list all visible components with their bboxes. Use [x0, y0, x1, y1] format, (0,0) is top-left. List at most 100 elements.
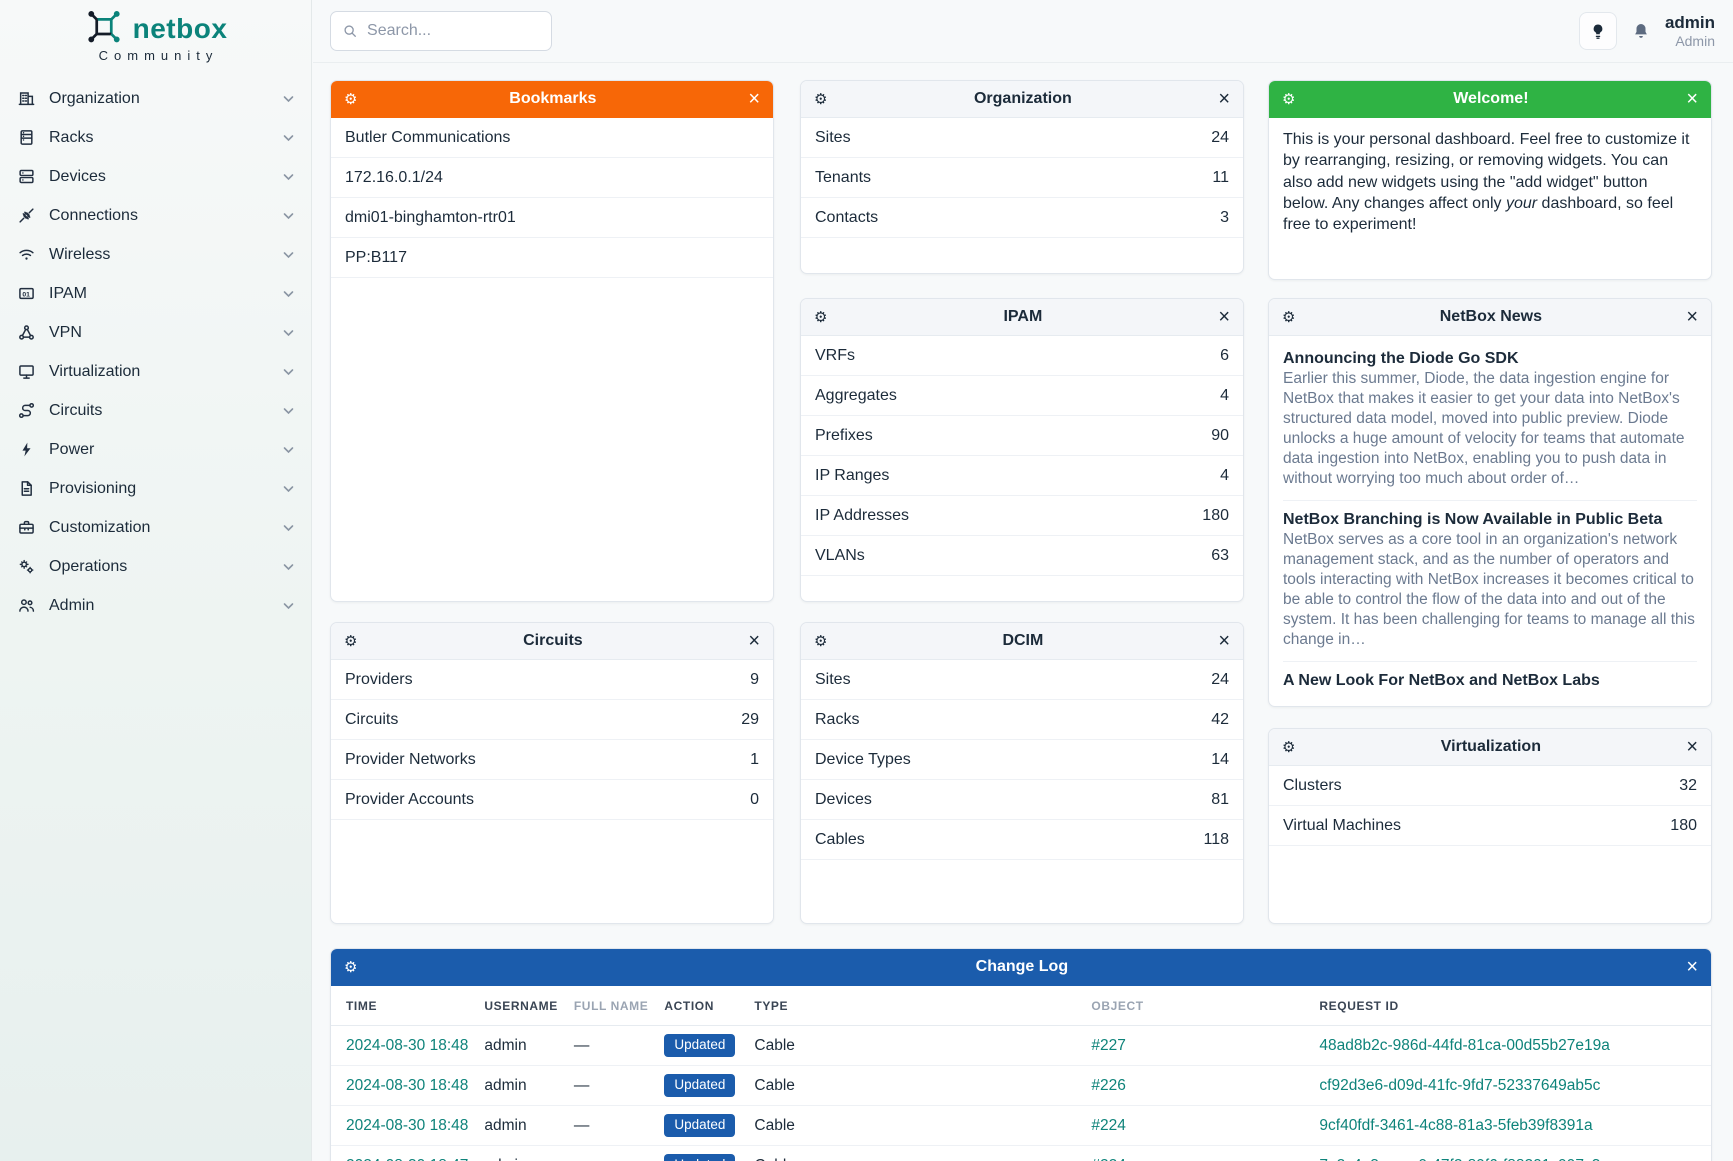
news-item-title[interactable]: A New Look For NetBox and NetBox Labs [1283, 671, 1600, 689]
chevron-down-icon [283, 95, 294, 103]
close-icon[interactable]: × [1686, 88, 1698, 110]
welcome-text: This is your personal dashboard. Feel fr… [1269, 118, 1711, 246]
stat-row[interactable]: IP Addresses 180 [801, 496, 1243, 536]
stat-row[interactable]: Providers 9 [331, 660, 773, 700]
close-icon[interactable]: × [1218, 630, 1230, 652]
sidebar-item-organization[interactable]: Organization [0, 79, 311, 118]
sidebar-item-virtualization[interactable]: Virtualization [0, 352, 311, 391]
close-icon[interactable]: × [748, 88, 760, 110]
close-icon[interactable]: × [1218, 306, 1230, 328]
stat-row[interactable]: Aggregates 4 [801, 376, 1243, 416]
widget-title: Welcome! [1453, 90, 1529, 107]
widget-ipam: ⚙ IPAM × VRFs 6 Aggregates 4 Prefixes 90 IP… [800, 298, 1244, 602]
action-badge: Updated [664, 1074, 736, 1097]
news-item-title[interactable]: Announcing the Diode Go SDK [1283, 350, 1519, 367]
changelog-full-name: — [565, 1025, 657, 1066]
column-header-request-id[interactable]: REQUEST ID [1311, 986, 1711, 1026]
changelog-object-link[interactable]: #224 [1091, 1116, 1126, 1134]
changelog-row: 2024-08-30 18:48 admin — Updated Cable #… [331, 1105, 1711, 1146]
changelog-object-link[interactable]: #226 [1091, 1076, 1126, 1094]
stat-value: 63 [1211, 546, 1229, 564]
close-icon[interactable]: × [1686, 956, 1698, 978]
stat-row[interactable]: Tenants 11 [801, 158, 1243, 198]
brand-name: netbox [132, 12, 228, 44]
bookmark-item[interactable]: PP:B117 [331, 238, 773, 278]
netbox-logo[interactable]: netbox [0, 0, 311, 47]
changelog-request-id-link[interactable]: 9cf40fdf-3461-4c88-81a3-5feb39f8391a [1319, 1116, 1593, 1134]
changelog-request-id-link[interactable]: cf92d3e6-d09d-41fc-9fd7-52337649ab5c [1319, 1076, 1601, 1094]
changelog-time-link[interactable]: 2024-08-30 18:48 [346, 1116, 469, 1134]
close-icon[interactable]: × [1218, 88, 1230, 110]
sidebar-item-label: VPN [49, 323, 82, 341]
gear-icon[interactable]: ⚙ [344, 958, 358, 976]
changelog-request-id-link[interactable]: 48ad8b2c-986d-44fd-81ca-00d55b27e19a [1319, 1036, 1610, 1054]
gear-icon[interactable]: ⚙ [1282, 308, 1296, 326]
route-icon [18, 402, 35, 419]
stat-label: Virtual Machines [1283, 816, 1401, 834]
gear-icon[interactable]: ⚙ [814, 90, 828, 108]
changelog-object-link[interactable]: #224 [1091, 1157, 1125, 1161]
close-icon[interactable]: × [748, 630, 760, 652]
stat-row[interactable]: Devices 81 [801, 780, 1243, 820]
sidebar-item-connections[interactable]: Connections [0, 196, 311, 235]
welcome-text-italic: your [1505, 194, 1538, 212]
stat-row[interactable]: Provider Accounts 0 [331, 780, 773, 820]
notifications-button[interactable] [1632, 22, 1650, 40]
sidebar-item-devices[interactable]: Devices [0, 157, 311, 196]
changelog-time-link[interactable]: 2024-08-30 18:47 [346, 1157, 468, 1161]
bookmark-item[interactable]: 172.16.0.1/24 [331, 158, 773, 198]
stat-row[interactable]: Cables 118 [801, 820, 1243, 860]
stat-row[interactable]: Sites 24 [801, 660, 1243, 700]
changelog-object-link[interactable]: #227 [1091, 1036, 1126, 1054]
sidebar-item-operations[interactable]: Operations [0, 547, 311, 586]
stat-row[interactable]: Racks 42 [801, 700, 1243, 740]
gear-icon[interactable]: ⚙ [814, 632, 828, 650]
stat-row[interactable]: Contacts 3 [801, 198, 1243, 238]
theme-toggle-button[interactable] [1578, 12, 1617, 50]
gear-icon[interactable]: ⚙ [344, 90, 358, 108]
sidebar-item-provisioning[interactable]: Provisioning [0, 469, 311, 508]
column-header-full-name[interactable]: FULL NAME [565, 986, 657, 1026]
stat-label: Prefixes [815, 426, 873, 444]
stat-row[interactable]: Circuits 29 [331, 700, 773, 740]
stat-row[interactable]: VLANs 63 [801, 536, 1243, 576]
sidebar-item-vpn[interactable]: VPN [0, 313, 311, 352]
column-header-type[interactable]: TYPE [746, 986, 1084, 1026]
sidebar-item-power[interactable]: Power [0, 430, 311, 469]
column-header-object[interactable]: OBJECT [1083, 986, 1312, 1026]
stat-row[interactable]: Virtual Machines 180 [1269, 806, 1711, 846]
sidebar-item-ipam[interactable]: 01 IPAM [0, 274, 311, 313]
gear-icon[interactable]: ⚙ [1282, 738, 1296, 756]
search-input[interactable] [367, 22, 539, 40]
sidebar-item-customization[interactable]: Customization [0, 508, 311, 547]
sidebar-item-admin[interactable]: Admin [0, 586, 311, 625]
netbox-logo-icon [87, 11, 120, 43]
sidebar-item-wireless[interactable]: Wireless [0, 235, 311, 274]
stat-row[interactable]: Provider Networks 1 [331, 740, 773, 780]
bookmark-item[interactable]: Butler Communications [331, 118, 773, 158]
stat-row[interactable]: Device Types 14 [801, 740, 1243, 780]
gear-icon[interactable]: ⚙ [344, 632, 358, 650]
gear-icon[interactable]: ⚙ [814, 308, 828, 326]
sidebar-item-racks[interactable]: Racks [0, 118, 311, 157]
column-header-time[interactable]: TIME [331, 986, 477, 1026]
close-icon[interactable]: × [1686, 736, 1698, 758]
bookmark-item[interactable]: dmi01-binghamton-rtr01 [331, 198, 773, 238]
close-icon[interactable]: × [1686, 306, 1698, 328]
stat-row[interactable]: IP Ranges 4 [801, 456, 1243, 496]
changelog-time-link[interactable]: 2024-08-30 18:48 [346, 1036, 469, 1054]
widget-title: Virtualization [1440, 738, 1541, 755]
stat-row[interactable]: Prefixes 90 [801, 416, 1243, 456]
stat-row[interactable]: Clusters 32 [1269, 766, 1711, 806]
stat-row[interactable]: Sites 24 [801, 118, 1243, 158]
user-menu[interactable]: admin Admin [1665, 13, 1715, 49]
gear-icon[interactable]: ⚙ [1282, 90, 1296, 108]
stat-row[interactable]: VRFs 6 [801, 336, 1243, 376]
column-header-username[interactable]: USERNAME [476, 986, 566, 1026]
column-header-action[interactable]: ACTION [656, 986, 747, 1026]
sidebar-item-circuits[interactable]: Circuits [0, 391, 311, 430]
changelog-request-id-link[interactable]: 7a2c4e3a-aaa9-47f2-89f6-f88201c997c3 [1319, 1157, 1600, 1161]
changelog-time-link[interactable]: 2024-08-30 18:48 [346, 1076, 469, 1094]
news-item-title[interactable]: NetBox Branching is Now Available in Pub… [1283, 510, 1663, 528]
chevron-down-icon [283, 602, 294, 610]
